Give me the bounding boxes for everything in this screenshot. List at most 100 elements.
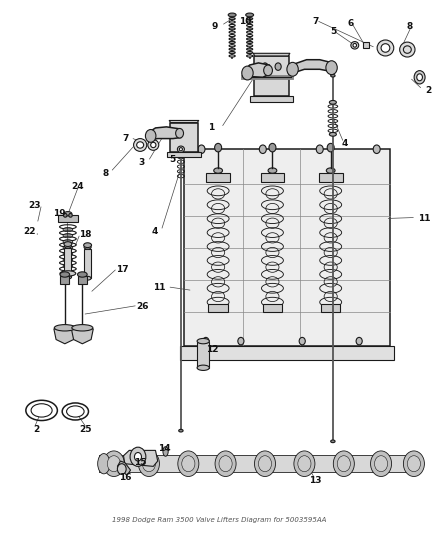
Circle shape	[259, 145, 266, 154]
Circle shape	[203, 337, 209, 345]
Ellipse shape	[381, 44, 390, 52]
Circle shape	[326, 61, 337, 75]
Text: 11: 11	[418, 214, 431, 223]
Bar	[78, 276, 87, 284]
Ellipse shape	[138, 451, 159, 477]
Ellipse shape	[177, 146, 184, 152]
Ellipse shape	[98, 454, 110, 474]
Ellipse shape	[403, 451, 424, 477]
Circle shape	[287, 62, 298, 76]
Ellipse shape	[72, 325, 93, 331]
Ellipse shape	[329, 132, 336, 136]
Ellipse shape	[54, 325, 75, 331]
Ellipse shape	[134, 139, 147, 151]
Text: 5: 5	[330, 28, 336, 36]
Circle shape	[299, 337, 305, 345]
Ellipse shape	[254, 451, 276, 477]
Ellipse shape	[142, 456, 155, 472]
Ellipse shape	[247, 18, 253, 20]
Text: 11: 11	[153, 284, 166, 292]
Ellipse shape	[179, 430, 183, 432]
Ellipse shape	[258, 456, 272, 472]
Bar	[60, 276, 69, 284]
Circle shape	[117, 464, 126, 474]
Ellipse shape	[229, 52, 235, 54]
Polygon shape	[71, 329, 93, 344]
Bar	[99, 455, 418, 472]
Ellipse shape	[229, 21, 235, 23]
Ellipse shape	[64, 241, 72, 246]
Ellipse shape	[64, 275, 71, 279]
Circle shape	[262, 63, 268, 70]
Ellipse shape	[351, 42, 359, 49]
Bar	[206, 173, 230, 182]
Ellipse shape	[247, 48, 253, 50]
Text: 17: 17	[116, 265, 129, 273]
Text: 4: 4	[151, 228, 158, 236]
Circle shape	[356, 337, 362, 345]
Ellipse shape	[331, 75, 335, 77]
Ellipse shape	[353, 44, 357, 47]
Ellipse shape	[229, 35, 235, 37]
Ellipse shape	[229, 48, 235, 50]
Polygon shape	[117, 461, 131, 475]
Ellipse shape	[229, 38, 235, 40]
Ellipse shape	[247, 55, 253, 57]
Ellipse shape	[137, 142, 144, 148]
Circle shape	[242, 66, 253, 80]
Text: 22: 22	[23, 228, 36, 236]
Ellipse shape	[247, 35, 253, 37]
Text: 5: 5	[169, 156, 175, 164]
Polygon shape	[180, 346, 394, 360]
Ellipse shape	[229, 42, 235, 44]
Ellipse shape	[298, 456, 311, 472]
Ellipse shape	[197, 365, 209, 370]
Circle shape	[130, 447, 146, 466]
Ellipse shape	[374, 456, 388, 472]
Ellipse shape	[247, 52, 253, 54]
Ellipse shape	[377, 40, 394, 56]
Ellipse shape	[103, 451, 124, 477]
Ellipse shape	[151, 142, 156, 148]
Bar	[321, 304, 340, 312]
Ellipse shape	[64, 213, 67, 217]
Polygon shape	[245, 63, 271, 77]
Ellipse shape	[247, 45, 253, 47]
Circle shape	[176, 128, 184, 138]
Text: 13: 13	[309, 477, 321, 485]
Circle shape	[316, 145, 323, 154]
Ellipse shape	[247, 42, 253, 44]
Text: 19: 19	[53, 209, 66, 217]
Text: 7: 7	[312, 17, 318, 26]
Ellipse shape	[180, 148, 182, 151]
Bar	[84, 249, 91, 278]
Text: 1: 1	[208, 124, 215, 132]
Ellipse shape	[182, 456, 195, 472]
Polygon shape	[54, 329, 76, 344]
Polygon shape	[254, 56, 289, 96]
Polygon shape	[149, 127, 181, 140]
Text: 6: 6	[347, 20, 353, 28]
Text: 9: 9	[212, 22, 218, 31]
Ellipse shape	[414, 70, 425, 84]
Circle shape	[269, 143, 276, 152]
Text: 15: 15	[134, 458, 146, 466]
Ellipse shape	[179, 149, 183, 152]
Polygon shape	[169, 120, 199, 123]
Ellipse shape	[84, 245, 91, 249]
Ellipse shape	[329, 100, 336, 104]
Ellipse shape	[229, 45, 235, 47]
Ellipse shape	[294, 451, 315, 477]
Ellipse shape	[247, 21, 253, 23]
Circle shape	[215, 143, 222, 152]
Bar	[261, 173, 284, 182]
Bar	[208, 304, 228, 312]
Ellipse shape	[228, 13, 236, 17]
Circle shape	[198, 145, 205, 154]
Ellipse shape	[403, 46, 411, 53]
Ellipse shape	[371, 451, 392, 477]
Text: 18: 18	[79, 230, 92, 239]
Circle shape	[134, 453, 141, 461]
Circle shape	[373, 145, 380, 154]
Ellipse shape	[60, 272, 70, 277]
